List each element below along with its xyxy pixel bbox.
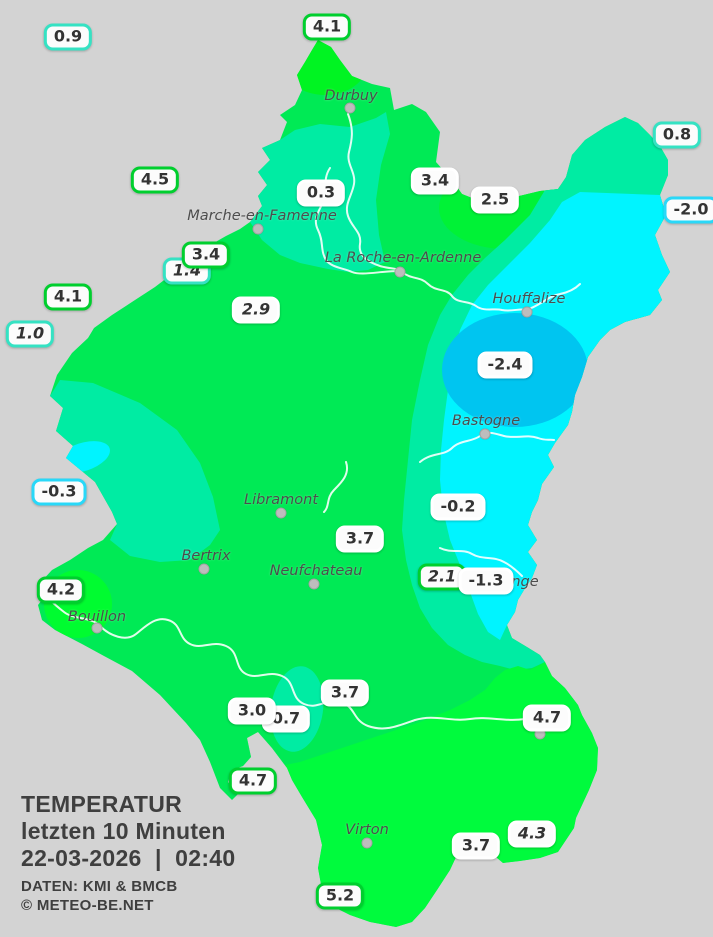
city-dot xyxy=(198,563,210,575)
temperature-label: -0.3 xyxy=(31,478,87,506)
temperature-label: 4.5 xyxy=(130,166,180,194)
temperature-label: 2.9 xyxy=(231,296,281,324)
temp-zone-north-tip xyxy=(283,40,367,95)
temperature-label: 0.8 xyxy=(652,121,702,149)
temperature-label: -2.4 xyxy=(477,351,533,379)
city-dot xyxy=(479,428,491,440)
city-dot xyxy=(275,507,287,519)
temperature-label: 4.1 xyxy=(43,283,93,311)
city-dot xyxy=(344,102,356,114)
city-label: Bouillon xyxy=(67,609,127,625)
city-label: Bastogne xyxy=(451,413,521,429)
city-label: Libramont xyxy=(243,492,319,508)
city-dot xyxy=(394,266,406,278)
river-ourthe xyxy=(345,113,403,272)
temperature-label: 3.7 xyxy=(320,679,370,707)
temperature-label: 3.7 xyxy=(335,525,385,553)
temperature-label: 4.3 xyxy=(507,820,557,848)
copyright-line: © METEO-BE.NET xyxy=(21,897,154,914)
temperature-label: -2.0 xyxy=(663,196,713,224)
river-sure xyxy=(439,547,523,577)
city-dot xyxy=(308,578,320,590)
temperature-label: 3.7 xyxy=(451,832,501,860)
title-block: TEMPERATUR letzten 10 Minuten 22-03-2026… xyxy=(21,791,235,915)
temperature-label: 3.0 xyxy=(227,697,277,725)
temperature-label: 4.7 xyxy=(522,704,572,732)
data-source: DATEN: KMI & BMCB xyxy=(21,878,178,895)
temperature-label: -1.3 xyxy=(458,567,514,595)
temperature-label: 2.5 xyxy=(470,186,520,214)
city-label: Bertrix xyxy=(181,548,231,564)
temperature-label: 0.9 xyxy=(43,23,93,51)
city-label: Durbuy xyxy=(324,88,378,104)
temperature-label: 3.4 xyxy=(181,241,231,269)
temperature-label: 3.4 xyxy=(410,167,460,195)
temperature-label: 4.1 xyxy=(302,13,352,41)
river-laroche-houffalize xyxy=(401,271,581,312)
city-dot xyxy=(361,837,373,849)
city-label: Neufchateau xyxy=(269,563,363,579)
river-semois xyxy=(45,595,526,730)
temp-zone-green-south xyxy=(228,662,598,927)
river-libramont xyxy=(323,461,348,513)
city-label: nge xyxy=(511,574,539,590)
city-dot xyxy=(91,622,103,634)
map-title: TEMPERATUR xyxy=(21,791,183,817)
city-label: Marche-en-Famenne xyxy=(187,208,337,224)
city-dot xyxy=(252,223,264,235)
map-datetime: 22-03-2026 | 02:40 xyxy=(21,845,236,871)
city-label: Houffalize xyxy=(492,291,566,307)
city-dot xyxy=(521,306,533,318)
temperature-label: 5.2 xyxy=(315,882,365,910)
temperature-label: -0.2 xyxy=(430,493,486,521)
city-label: La Roche-en-Ardenne xyxy=(324,250,482,266)
temperature-label: 4.7 xyxy=(228,767,278,795)
rivers xyxy=(45,113,581,730)
temperature-label: 1.0 xyxy=(5,320,55,348)
city-label: Virton xyxy=(345,822,389,838)
map-subtitle: letzten 10 Minuten xyxy=(21,818,226,844)
temperature-label: 4.2 xyxy=(36,576,86,604)
temperature-label: 0.3 xyxy=(296,179,346,207)
temp-zone-mint-west xyxy=(50,380,220,562)
river-bastogne xyxy=(419,431,555,463)
